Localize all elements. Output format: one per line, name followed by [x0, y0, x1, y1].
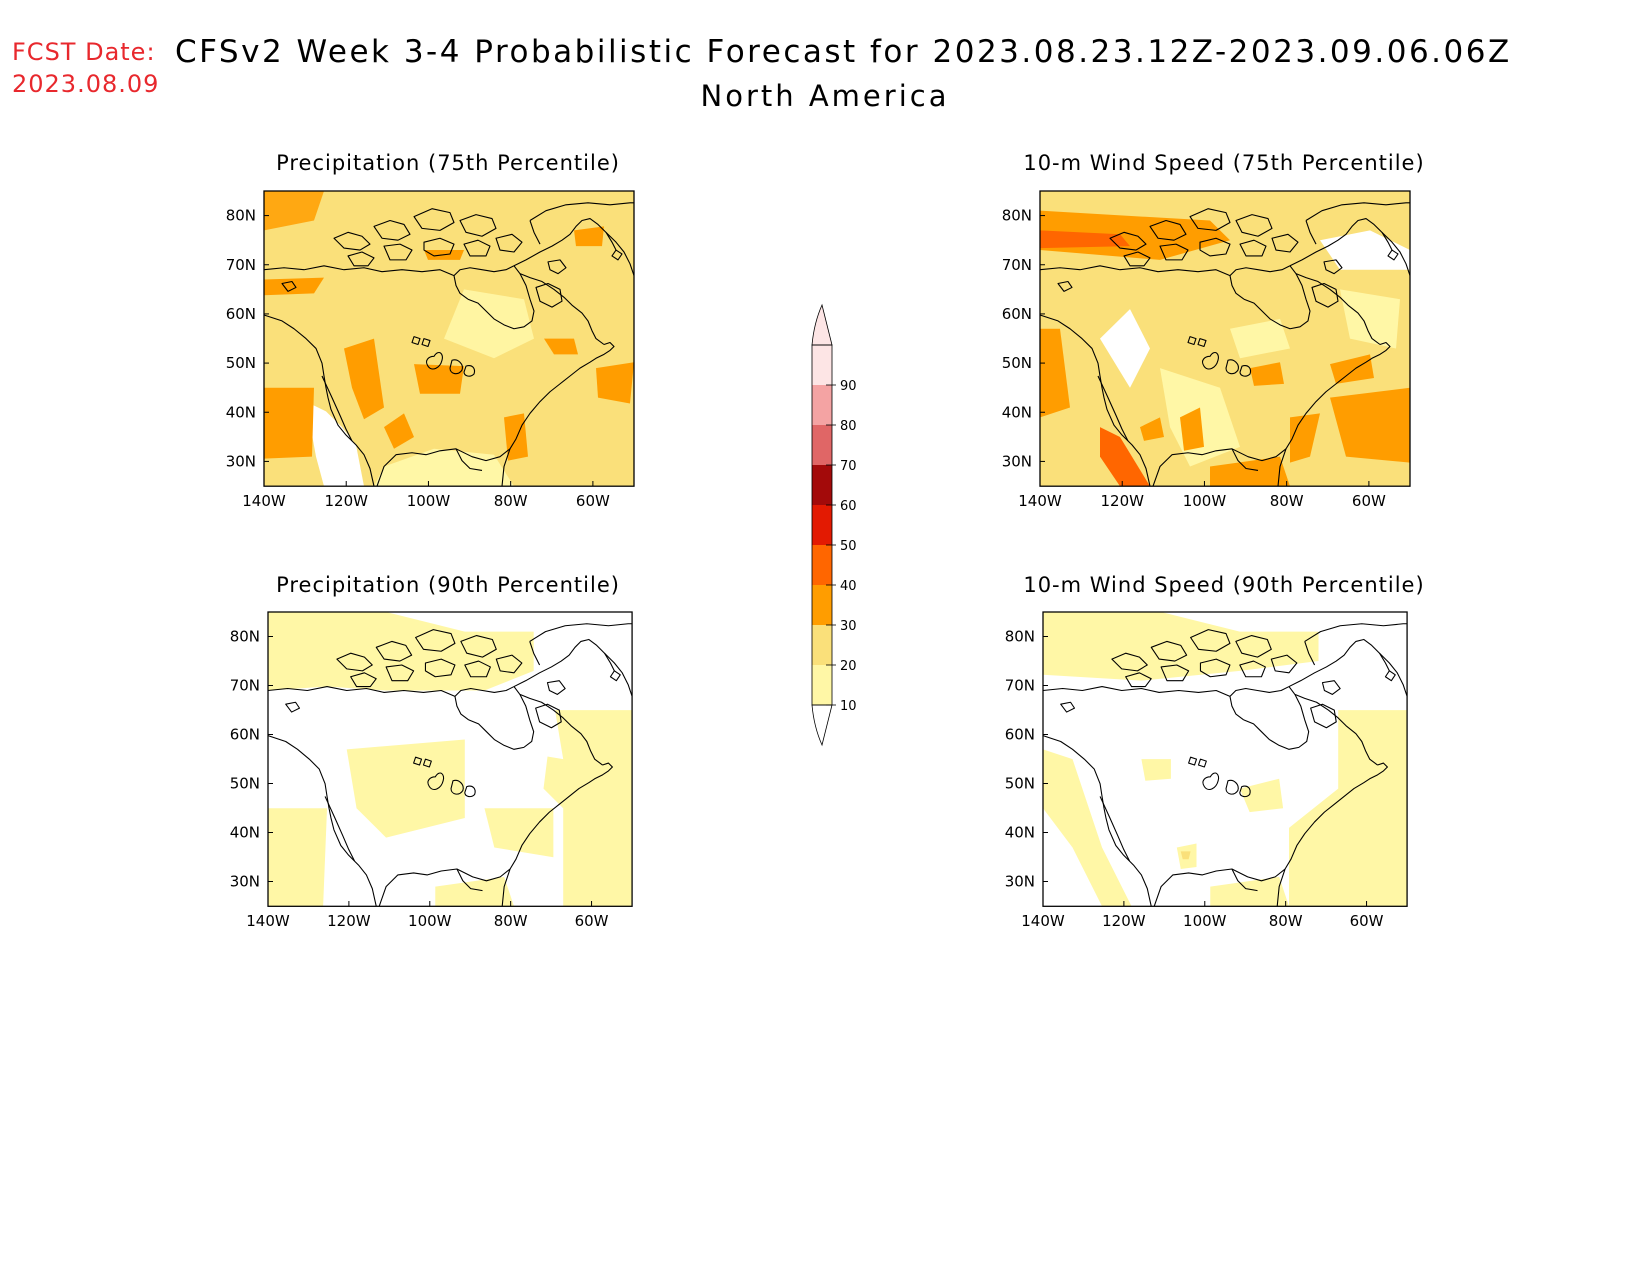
lat-tick-label: 70N [1002, 256, 1032, 274]
lon-tick-label: 140W [242, 492, 286, 510]
lon-tick-label: 80W [494, 492, 528, 510]
colorbar-segment [812, 465, 832, 505]
colorbar-label: 70 [840, 459, 857, 474]
colorbar-label: 10 [840, 699, 857, 714]
lat-tick-label: 30N [1002, 452, 1032, 470]
panel-wind-90: 10-m Wind Speed (90th Percentile) [1023, 573, 1424, 907]
axis-labels: 140W 120W 100W 80W 60W 80N 70N 60N 50N 40N 30N 140W… [226, 207, 1386, 930]
panel-precip-90: Precipitation (90th Percentile) [267, 573, 633, 907]
lat-tick-label: 40N [226, 403, 256, 421]
lat-tick-label: 60N [1005, 726, 1035, 744]
colorbar-segment [812, 625, 832, 665]
lat-tick-label: 60N [226, 305, 256, 323]
panel-wind-75: 10-m Wind Speed (75th Percentile) [1023, 151, 1424, 487]
lon-tick-label: 100W [408, 912, 452, 930]
lat-tick-label: 70N [226, 256, 256, 274]
lat-tick-label: 50N [1002, 354, 1032, 372]
lat-tick-label: 50N [226, 354, 256, 372]
lon-tick-label: 140W [246, 912, 290, 930]
lat-tick-label: 80N [1002, 207, 1032, 225]
lon-tick-label: 120W [327, 912, 371, 930]
colorbar-label: 60 [840, 499, 857, 514]
colorbar-label: 80 [840, 419, 857, 434]
colorbar-outline [811, 344, 833, 706]
lon-tick-label: 60W [575, 912, 609, 930]
lat-tick-label: 40N [1005, 824, 1035, 842]
lat-tick-label: 50N [1005, 775, 1035, 793]
lon-tick-label: 100W [1183, 912, 1227, 930]
panel-title: Precipitation (75th Percentile) [276, 151, 620, 175]
lat-tick-label: 80N [1005, 628, 1035, 646]
lon-tick-label: 60W [576, 492, 610, 510]
forecast-date: 2023.08.09 [12, 70, 160, 98]
lon-tick-label: 120W [1102, 912, 1146, 930]
lat-tick-label: 80N [230, 628, 260, 646]
colorbar-label: 50 [840, 539, 857, 554]
lon-tick-label: 80W [1269, 912, 1303, 930]
lat-tick-label: 30N [1005, 873, 1035, 891]
lon-tick-label: 60W [1350, 912, 1384, 930]
lat-tick-label: 80N [226, 207, 256, 225]
colorbar-segment [812, 345, 832, 385]
colorbar-segment [812, 585, 832, 625]
lat-tick-label: 60N [230, 726, 260, 744]
lon-tick-label: 100W [407, 492, 451, 510]
panel-title: 10-m Wind Speed (75th Percentile) [1023, 151, 1424, 175]
lon-tick-label: 100W [1183, 492, 1227, 510]
colorbar: 10 20 30 40 50 60 70 80 90 [811, 303, 857, 747]
colorbar-top-arrow [811, 303, 833, 346]
forecast-date-label: FCST Date: [12, 38, 156, 66]
colorbar-segment [812, 425, 832, 465]
colorbar-label: 90 [840, 379, 857, 394]
lat-tick-label: 40N [230, 824, 260, 842]
panel-precip-75: Precipitation (75th Percentile) [263, 151, 635, 487]
lat-tick-label: 50N [230, 775, 260, 793]
region-title: North America [700, 79, 950, 113]
colorbar-segment [812, 545, 832, 585]
colorbar-bottom-arrow [811, 704, 833, 747]
main-title: CFSv2 Week 3-4 Probabilistic Forecast fo… [175, 34, 1512, 70]
lon-tick-label: 140W [1018, 492, 1062, 510]
lat-tick-label: 70N [1005, 677, 1035, 695]
lat-tick-label: 60N [1002, 305, 1032, 323]
lat-tick-label: 30N [230, 873, 260, 891]
lat-tick-label: 40N [1002, 403, 1032, 421]
panel-title: Precipitation (90th Percentile) [276, 573, 620, 597]
lon-tick-label: 80W [494, 912, 528, 930]
lon-tick-label: 80W [1270, 492, 1304, 510]
colorbar-segment [812, 665, 832, 705]
lon-tick-label: 120W [1100, 492, 1144, 510]
colorbar-segment [812, 505, 832, 545]
colorbar-label: 30 [840, 619, 857, 634]
panel-title: 10-m Wind Speed (90th Percentile) [1023, 573, 1424, 597]
lon-tick-label: 120W [324, 492, 368, 510]
lat-tick-label: 30N [226, 452, 256, 470]
colorbar-label: 40 [840, 579, 857, 594]
lon-tick-label: 140W [1021, 912, 1065, 930]
colorbar-segment [812, 385, 832, 425]
colorbar-label: 20 [840, 659, 857, 674]
lat-tick-label: 70N [230, 677, 260, 695]
lon-tick-label: 60W [1352, 492, 1386, 510]
